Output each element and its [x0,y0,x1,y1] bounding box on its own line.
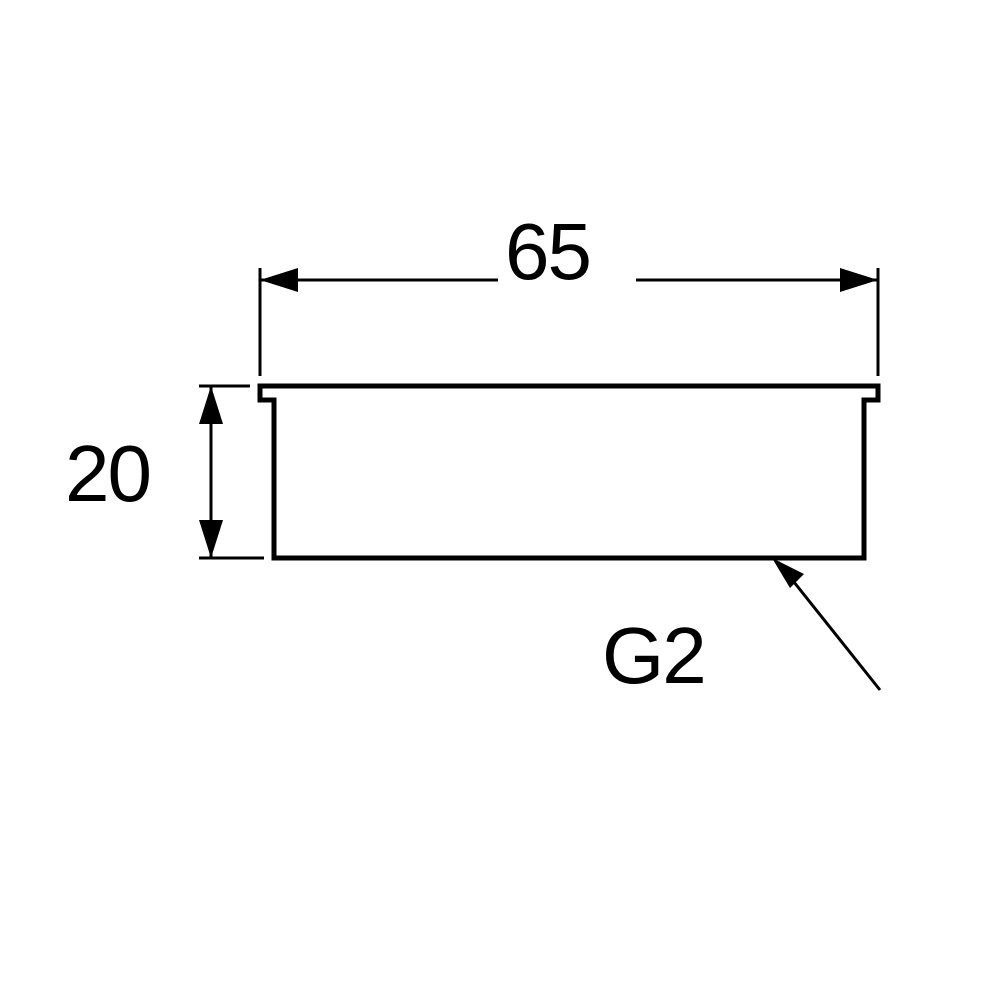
part-outline [260,386,878,558]
drawing-canvas: 65 20 G2 [0,0,1000,1000]
callout-leader [772,558,880,690]
dim-width-label: 65 [505,206,590,298]
dim-height-label: 20 [65,428,150,520]
callout-label: G2 [602,610,705,702]
diagram-svg [0,0,1000,1000]
dim-height [199,386,264,558]
